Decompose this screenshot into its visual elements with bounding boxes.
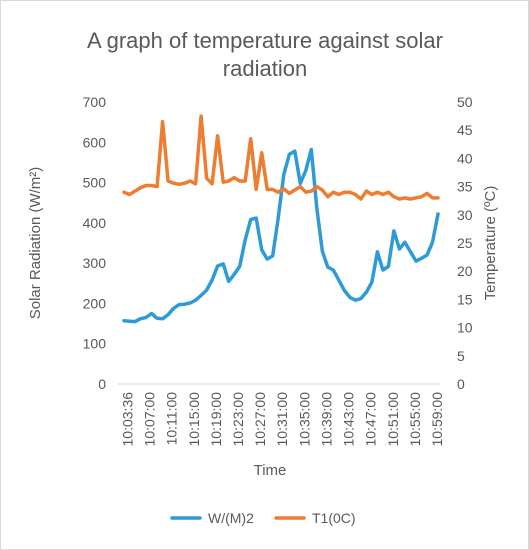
series-layer bbox=[122, 114, 440, 324]
left-y-tick-label: 0 bbox=[98, 376, 106, 392]
x-tick-label: 10:03:36 bbox=[119, 392, 135, 447]
left-y-tick-label: 200 bbox=[83, 295, 107, 311]
x-tick-label: 10:55:00 bbox=[407, 392, 423, 447]
right-y-tick-label: 15 bbox=[457, 291, 473, 307]
x-tick-label: 10:07:00 bbox=[142, 392, 158, 447]
left-y-tick-label: 100 bbox=[83, 336, 107, 352]
series-line-w-m-2 bbox=[122, 147, 440, 324]
x-tick-label: 10:19:00 bbox=[208, 392, 224, 447]
right-y-axis: 0 5 10 15 20 25 30 35 40 45 50 bbox=[457, 94, 473, 392]
chart-title-line-2: radiation bbox=[223, 56, 307, 81]
x-tick-label: 10:51:00 bbox=[385, 392, 401, 447]
x-tick-label: 10:43:00 bbox=[341, 392, 357, 447]
right-y-tick-label: 5 bbox=[457, 348, 465, 364]
x-tick-label: 10:31:00 bbox=[274, 392, 290, 447]
right-y-tick-label: 35 bbox=[457, 179, 473, 195]
right-y-tick-label: 25 bbox=[457, 235, 473, 251]
x-tick-label: 10:23:00 bbox=[230, 392, 246, 447]
left-y-axis: 0 100 200 300 400 500 600 700 bbox=[83, 94, 107, 392]
x-axis-label: Time bbox=[254, 462, 287, 479]
left-y-axis-label: Solar Radiation (W/m²) bbox=[27, 167, 44, 320]
chart-title-line-1: A graph of temperature against solar bbox=[87, 28, 443, 53]
x-tick-label: 10:47:00 bbox=[363, 392, 379, 447]
x-tick-label: 10:39:00 bbox=[318, 392, 334, 447]
x-tick-label: 10:15:00 bbox=[186, 392, 202, 447]
legend-label-t1-0c-: T1(0C) bbox=[312, 510, 356, 526]
x-tick-label: 10:27:00 bbox=[252, 392, 268, 447]
series-line-t1-0c- bbox=[122, 114, 440, 201]
left-y-tick-label: 300 bbox=[83, 255, 107, 271]
right-y-tick-label: 40 bbox=[457, 150, 473, 166]
right-y-tick-label: 50 bbox=[457, 94, 473, 110]
right-y-tick-label: 45 bbox=[457, 122, 473, 138]
right-y-tick-label: 20 bbox=[457, 263, 473, 279]
x-tick-label: 10:59:00 bbox=[429, 392, 445, 447]
left-y-tick-label: 600 bbox=[83, 134, 107, 150]
right-y-tick-label: 0 bbox=[457, 376, 465, 392]
right-y-tick-label: 30 bbox=[457, 207, 473, 223]
legend: W/(M)2 T1(0C) bbox=[170, 510, 356, 526]
x-tick-label: 10:11:00 bbox=[164, 392, 180, 446]
x-tick-label: 10:35:00 bbox=[296, 392, 312, 447]
left-y-tick-label: 500 bbox=[83, 175, 107, 191]
right-y-tick-label: 10 bbox=[457, 320, 473, 336]
left-y-tick-label: 400 bbox=[83, 215, 107, 231]
right-y-axis-label: Temperature (ºC) bbox=[482, 186, 499, 301]
legend-label-w-m-2: W/(M)2 bbox=[208, 510, 254, 526]
left-y-tick-label: 700 bbox=[83, 94, 107, 110]
x-axis: 10:03:36 10:07:00 10:11:00 10:15:00 10:19:00… bbox=[119, 392, 445, 447]
